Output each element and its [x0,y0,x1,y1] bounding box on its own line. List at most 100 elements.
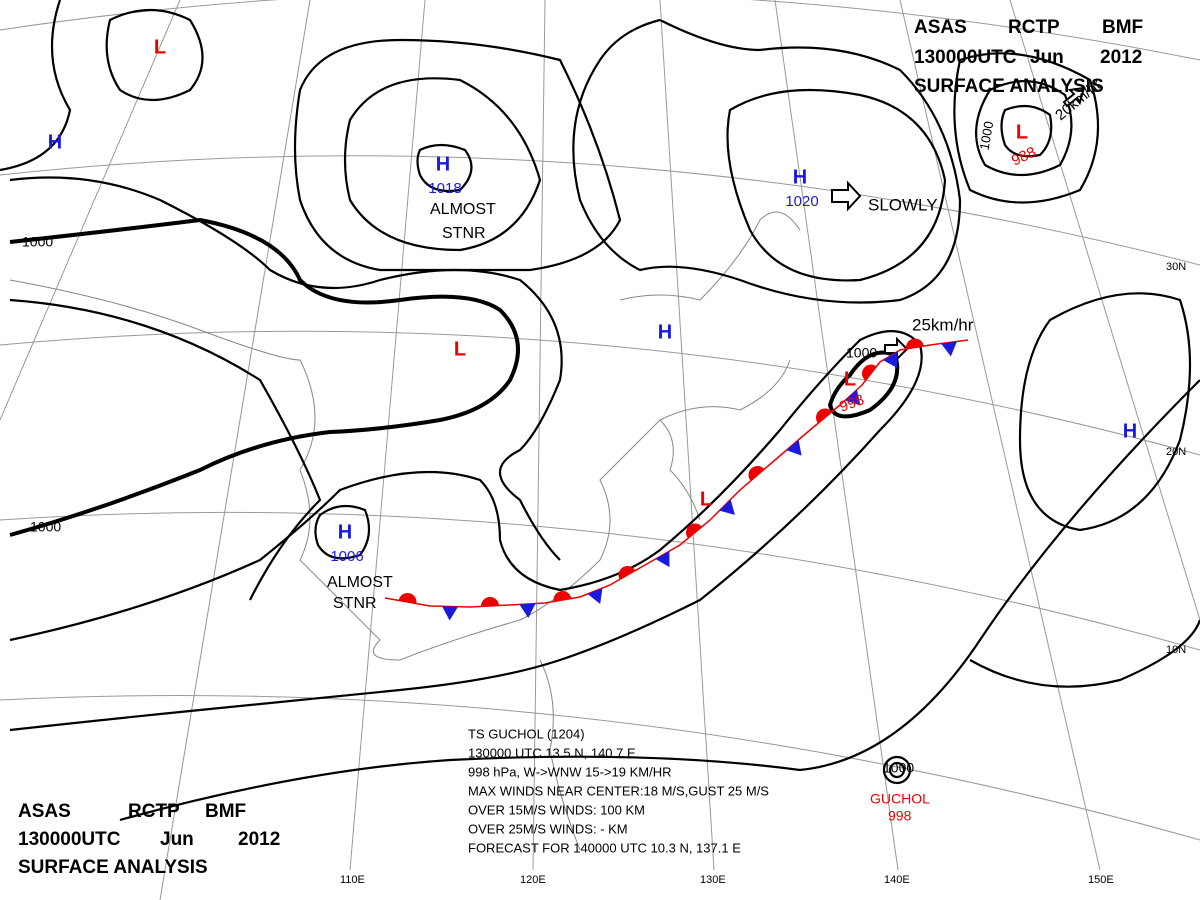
latitude-label: 20N [1166,446,1186,458]
annotation: STNR [333,595,377,612]
isobar-label: 1000 [22,234,53,250]
front-line [384,339,969,608]
front-symbol [845,389,861,406]
motion-arrows [831,86,1086,362]
isobar [1000,104,1053,158]
isobar [953,52,1100,204]
front-symbol [748,466,765,481]
meridian [159,0,311,900]
title-agency: ASAS [18,801,71,822]
longitude-label: 110E [340,874,365,886]
title-product: SURFACE ANALYSIS [18,857,208,878]
front-symbol [816,408,832,424]
annotation: STNR [442,225,486,242]
bulletin-line: OVER 25M/S WINDS: - KM [468,821,628,836]
front-symbol [862,364,877,381]
warm-semicircle [398,593,417,604]
title-product: SURFACE ANALYSIS [914,76,1104,97]
annotation: SLOWLY [868,195,938,214]
bulletin-line: 130000 UTC 13.5 N, 140.7 E [468,745,636,760]
coastline [659,419,701,521]
front-symbol [481,597,499,607]
front-symbol [719,499,735,515]
bulletin-line: OVER 15M/S WINDS: 100 KM [468,802,645,817]
system-symbol: L [154,36,166,58]
system-pressure: 1006 [330,548,363,565]
warm-semicircle [481,597,499,607]
system-pressure: 1020 [785,193,818,210]
title-station: RCTP [1008,17,1060,38]
motion-arrow [831,180,862,212]
cold-triangle [845,389,861,406]
title-agency: ASAS [914,17,967,38]
warm-semicircle [553,591,572,602]
title-station: RCTP [128,801,180,822]
stationary-front [384,338,969,621]
warm-semicircle [748,466,765,481]
meridian [349,0,426,871]
title-year: 2012 [1100,47,1142,68]
cold-triangle [719,499,735,515]
isobar [9,330,923,732]
typhoon-pressure: 998 [888,808,912,824]
bulletin-line: 998 hPa, W->WNW 15->19 KM/HR [468,764,672,779]
system-symbol: H [338,521,352,543]
labels: ASAS RCTP BMF 130000UTC Jun 2012 SURFACE ANALY… [18,17,1186,886]
title-time: 130000UTC [914,47,1017,68]
cold-triangle [786,439,802,456]
system-symbol: L [1016,121,1028,143]
meridian [774,0,899,871]
latitude-label: 10N [1166,644,1186,656]
front-symbol [786,439,802,456]
system-pressure: 1018 [428,180,461,197]
cold-triangle [655,551,670,568]
meridian [659,0,715,871]
parallel [0,155,1200,266]
typhoon-isobar [888,761,906,779]
isobar [827,350,900,419]
front-symbol [686,523,702,539]
isobar [314,504,371,560]
title-month: Jun [160,829,194,850]
isobar [9,217,520,537]
coastline [619,211,801,301]
warm-semicircle [816,408,832,424]
isobar [9,176,563,561]
motion-arrow [1062,86,1086,108]
title-code: BMF [205,801,246,822]
isobar [975,80,1073,177]
title-time: 130000UTC [18,829,121,850]
cold-triangle [941,341,957,357]
front-symbol [442,606,458,621]
bulletin-line: TS GUCHOL (1204) [468,726,585,741]
front-symbol [398,593,417,604]
coastline [539,659,581,851]
annotation: ALMOST [430,201,496,218]
coastline [9,279,791,661]
typhoon-name: GUCHOL [870,791,930,807]
cold-triangle [587,588,603,604]
system-symbol: L [844,368,856,390]
typhoon-isobar [882,755,912,785]
parallel [0,330,1200,456]
parallel [0,695,1200,841]
system-symbol: H [793,166,807,188]
isobar [119,379,1200,822]
title-code: BMF [1102,17,1143,38]
meridian [532,0,546,871]
isobars [0,0,1200,822]
meridian [1009,0,1200,621]
cold-triangle [519,603,536,618]
title-year: 2012 [238,829,280,850]
isobar [343,77,542,252]
title-month: Jun [1030,47,1064,68]
parallel [0,0,1200,61]
front-symbol [618,566,636,580]
warm-semicircle [686,523,702,539]
front-symbol [587,588,603,604]
front-symbol [519,603,536,618]
latitude-label: 30N [1166,261,1186,273]
longitude-label: 140E [884,874,910,886]
